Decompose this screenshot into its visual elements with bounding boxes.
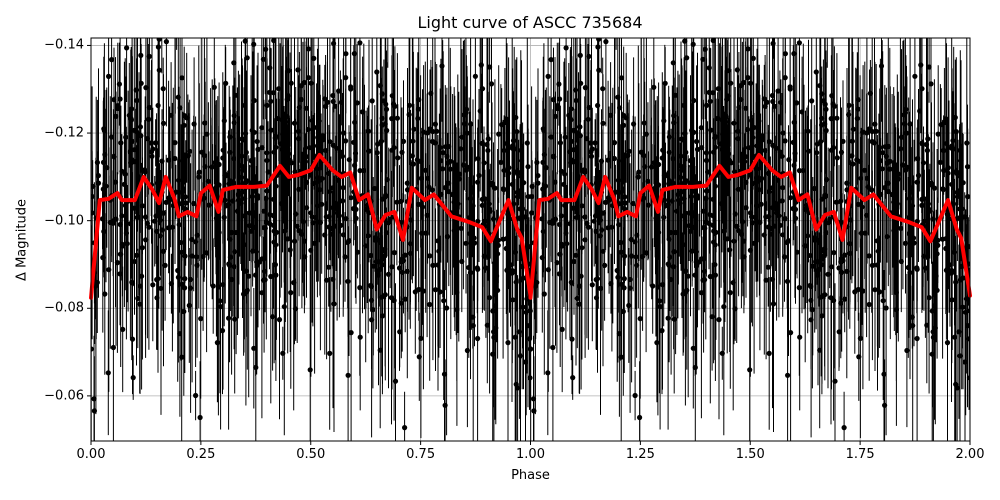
y-axis-label: Δ Magnitude <box>14 199 30 281</box>
y-tick-label: −0.06 <box>44 388 84 404</box>
y-tick-label: −0.14 <box>44 37 84 53</box>
x-tick-label: 2.00 <box>955 447 985 462</box>
x-tick-label: 1.00 <box>516 447 545 462</box>
x-tick-label: 0.00 <box>76 447 106 462</box>
trend-line <box>89 153 972 300</box>
y-tick-label: −0.12 <box>44 125 84 141</box>
y-tick-label: −0.08 <box>44 300 84 316</box>
x-axis-label: Phase <box>511 468 550 483</box>
tick-marks <box>87 44 971 445</box>
x-tick-label: 0.75 <box>406 447 436 462</box>
chart-title: Light curve of ASCC 735684 <box>417 13 643 32</box>
x-tick-label: 0.50 <box>296 447 326 462</box>
y-tick-label: −0.10 <box>44 213 84 229</box>
x-tick-label: 1.75 <box>845 447 875 462</box>
x-tick-label: 1.50 <box>735 447 765 462</box>
x-tick-label: 1.25 <box>625 447 655 462</box>
x-tick-label: 0.25 <box>186 447 216 462</box>
data-points <box>91 38 970 441</box>
